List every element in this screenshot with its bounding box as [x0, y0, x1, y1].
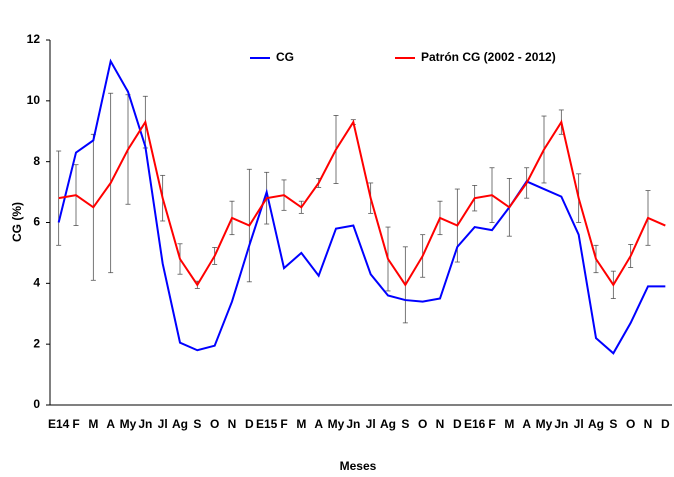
- x-tick-label: My: [536, 417, 553, 431]
- y-tick-label: 0: [33, 397, 40, 411]
- y-tick-label: 10: [27, 93, 41, 107]
- y-tick-label: 12: [27, 32, 41, 46]
- series-line: [58, 119, 666, 287]
- x-tick-label: D: [453, 417, 462, 431]
- x-tick-label: S: [193, 417, 201, 431]
- y-axis-label: CG (%): [10, 202, 24, 242]
- x-tick-label: O: [210, 417, 219, 431]
- x-tick-label: N: [228, 417, 237, 431]
- x-tick-label: N: [436, 417, 445, 431]
- x-tick-label: D: [661, 417, 670, 431]
- x-tick-label: A: [106, 417, 115, 431]
- legend-label: CG: [276, 50, 294, 64]
- y-tick-label: 8: [33, 154, 40, 168]
- x-tick-label: O: [418, 417, 427, 431]
- x-tick-label: S: [609, 417, 617, 431]
- x-tick-label: A: [522, 417, 531, 431]
- x-tick-label: Jn: [554, 417, 568, 431]
- x-tick-label: F: [488, 417, 495, 431]
- x-tick-label: Jn: [138, 417, 152, 431]
- x-tick-label: E16: [464, 417, 486, 431]
- x-tick-label: Ag: [172, 417, 188, 431]
- x-tick-label: E14: [48, 417, 70, 431]
- x-tick-label: F: [280, 417, 287, 431]
- x-tick-label: Jl: [574, 417, 584, 431]
- x-tick-label: F: [72, 417, 79, 431]
- x-tick-label: M: [296, 417, 306, 431]
- x-tick-label: S: [401, 417, 409, 431]
- x-tick-label: My: [120, 417, 137, 431]
- x-tick-label: Jn: [346, 417, 360, 431]
- x-axis-label: Meses: [340, 459, 377, 473]
- x-tick-label: M: [88, 417, 98, 431]
- x-tick-label: My: [328, 417, 345, 431]
- x-tick-label: A: [314, 417, 323, 431]
- x-tick-label: O: [626, 417, 635, 431]
- y-tick-label: 6: [33, 215, 40, 229]
- x-tick-label: E15: [256, 417, 278, 431]
- x-tick-label: Ag: [380, 417, 396, 431]
- series-line: [57, 58, 666, 355]
- legend-label: Patrón CG (2002 - 2012): [421, 50, 556, 64]
- x-tick-label: N: [644, 417, 653, 431]
- x-tick-label: Ag: [588, 417, 604, 431]
- x-tick-label: M: [504, 417, 514, 431]
- y-tick-label: 4: [33, 276, 40, 290]
- x-tick-label: Jl: [158, 417, 168, 431]
- y-tick-label: 2: [33, 336, 40, 350]
- x-tick-label: D: [245, 417, 254, 431]
- x-tick-label: Jl: [366, 417, 376, 431]
